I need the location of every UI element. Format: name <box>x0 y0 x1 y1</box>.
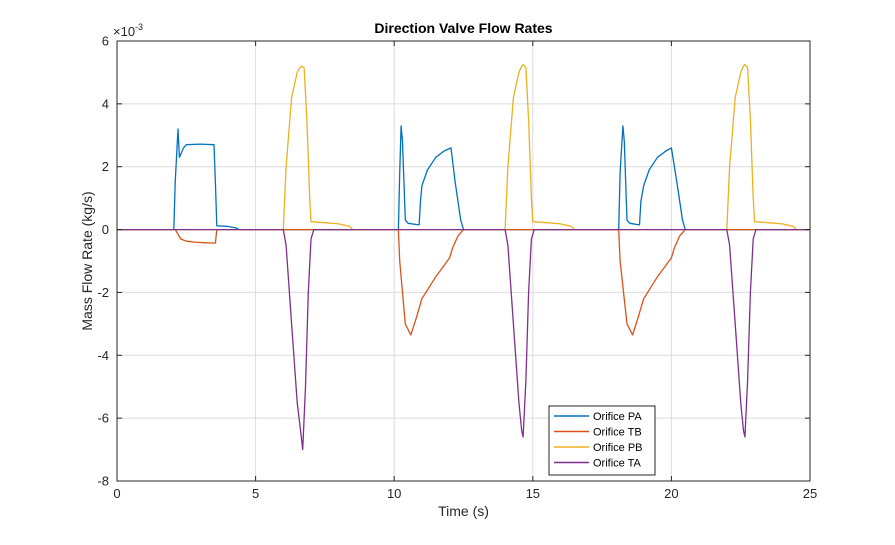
x-tick-label: 5 <box>252 486 259 501</box>
y-tick-label: 4 <box>102 96 109 111</box>
legend-label-orifice-tb: Orifice TB <box>593 427 642 439</box>
legend-label-orifice-pa: Orifice PA <box>593 411 642 423</box>
y-tick-label: -8 <box>97 474 109 489</box>
legend-label-orifice-pb: Orifice PB <box>593 442 643 454</box>
exponent-power: -3 <box>135 22 143 32</box>
axes-box <box>116 40 811 482</box>
x-axis-label: Time (s) <box>438 503 489 519</box>
legend-box <box>548 405 656 476</box>
chart-title: Direction Valve Flow Rates <box>374 20 552 36</box>
y-tick-label: 0 <box>102 222 109 237</box>
exponent-base: ×10 <box>113 24 135 39</box>
y-tick-label: -2 <box>97 285 109 300</box>
x-tick-label: 0 <box>113 486 120 501</box>
y-tick-label: -6 <box>97 411 109 426</box>
legend-label-orifice-ta: Orifice TA <box>593 458 642 470</box>
series-line-orifice-pa <box>117 125 810 231</box>
legend: Orifice PA Orifice TB Orifice PB Orifice TA <box>548 405 656 476</box>
x-tick-label: 10 <box>387 486 401 501</box>
y-axis-exponent: ×10-3 <box>113 22 143 39</box>
series-line-orifice-pb <box>117 63 810 231</box>
series-line-orifice-ta <box>117 228 810 451</box>
x-tick-label: 20 <box>664 486 678 501</box>
plot-area <box>117 41 810 481</box>
series-layer <box>117 63 810 451</box>
series-line-orifice-tb <box>117 228 810 336</box>
y-tick-label: 2 <box>102 159 109 174</box>
y-tick-label: 6 <box>102 34 109 49</box>
y-axis-label: Mass Flow Rate (kg/s) <box>79 191 95 330</box>
x-tick-label: 25 <box>803 486 817 501</box>
y-tick-label: -4 <box>97 348 109 363</box>
ticks: 0 5 10 15 20 25 -8 -6 -4 -2 0 2 4 6 <box>97 34 817 502</box>
x-tick-label: 15 <box>526 486 540 501</box>
